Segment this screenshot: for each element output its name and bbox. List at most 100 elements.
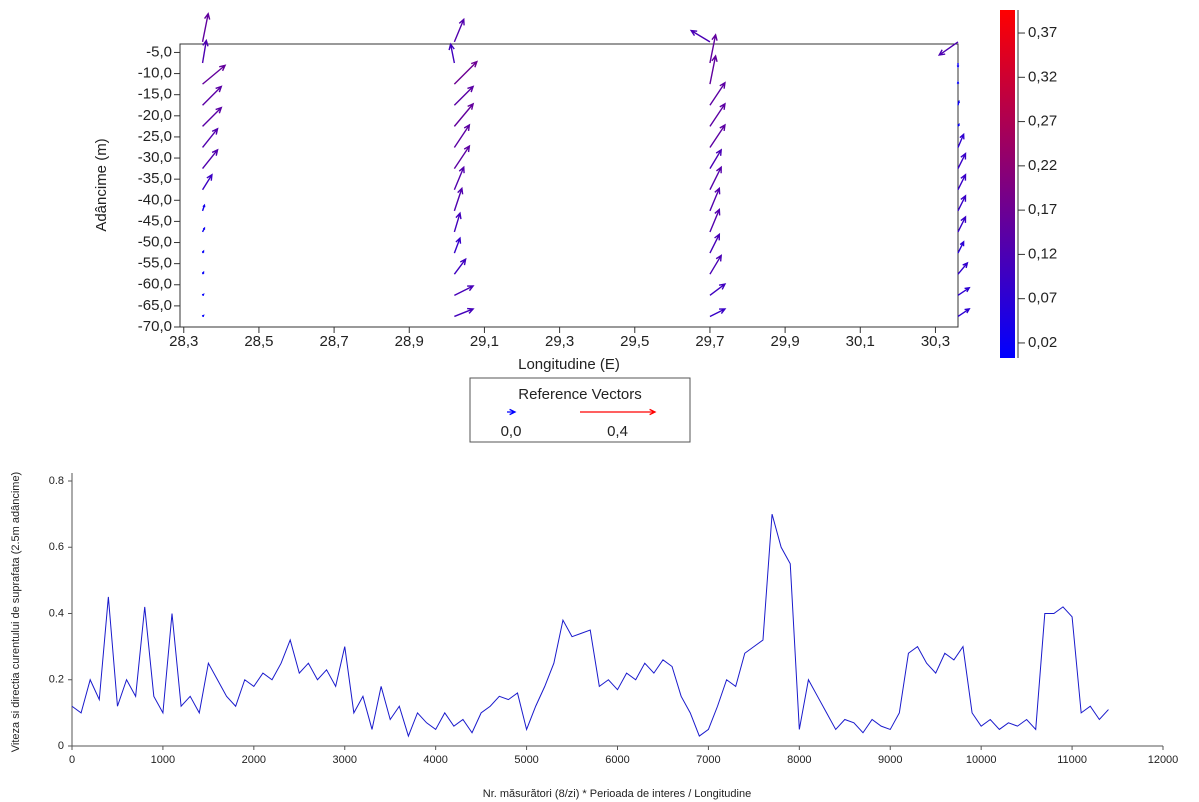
- legend-label: 0,0: [501, 423, 522, 440]
- colorbar: [1000, 10, 1015, 358]
- x-tick-label: 28,9: [395, 333, 424, 350]
- x-tick-label: 10000: [966, 754, 997, 766]
- vector-arrow: [202, 148, 219, 170]
- data-line: [71, 513, 1109, 738]
- x-axis-label: Nr. măsurători (8/zi) * Perioada de inte…: [483, 788, 751, 800]
- vector-arrow: [957, 286, 971, 296]
- y-tick-label: 0.4: [49, 607, 64, 619]
- vector-arrow: [201, 270, 205, 275]
- vector-arrow: [453, 17, 465, 43]
- y-tick-label: -30,0: [138, 149, 172, 166]
- vector-arrow: [957, 194, 967, 212]
- vector-arrow: [201, 38, 209, 64]
- vector-arrow: [956, 80, 960, 85]
- vector-arrow: [453, 211, 462, 233]
- vector-arrow: [956, 63, 960, 69]
- x-tick-label: 0: [69, 754, 75, 766]
- colorbar-tick-label: 0,22: [1028, 157, 1057, 174]
- legend-title: Reference Vectors: [518, 386, 641, 403]
- reference-vector: [580, 408, 657, 416]
- x-tick-label: 8000: [787, 754, 811, 766]
- x-axis-label: Longitudine (E): [518, 356, 620, 373]
- colorbar-tick-label: 0,02: [1028, 334, 1057, 351]
- vector-arrow: [453, 257, 467, 275]
- y-tick-label: -20,0: [138, 107, 172, 124]
- vector-arrow: [201, 173, 213, 191]
- vector-arrow: [453, 85, 475, 106]
- vector-arrow: [453, 60, 479, 85]
- y-tick-label: -65,0: [138, 297, 172, 314]
- colorbar-tick-label: 0,37: [1028, 24, 1057, 41]
- y-tick-label: 0.8: [49, 475, 64, 487]
- x-tick-label: 30,1: [846, 333, 875, 350]
- colorbar-tick-label: 0,32: [1028, 68, 1057, 85]
- vector-arrow: [709, 148, 723, 169]
- vector-arrow: [709, 283, 727, 296]
- vector-arrow: [709, 33, 718, 64]
- vector-arrow: [709, 102, 726, 127]
- x-tick-label: 29,7: [695, 333, 724, 350]
- y-tick-label: -40,0: [138, 191, 172, 208]
- x-tick-label: 29,1: [470, 333, 499, 350]
- y-tick-label: -15,0: [138, 86, 172, 103]
- y-tick-label: 0: [58, 740, 64, 752]
- colorbar-tick-label: 0,12: [1028, 245, 1057, 262]
- vector-arrow: [709, 54, 718, 85]
- x-tick-label: 1000: [151, 754, 175, 766]
- vector-arrow: [709, 81, 726, 106]
- vector-arrow: [709, 254, 723, 275]
- vector-arrow: [709, 207, 721, 233]
- x-tick-label: 5000: [514, 754, 538, 766]
- vector-arrow: [453, 165, 465, 190]
- vector-arrow: [202, 127, 219, 148]
- vector-arrow: [453, 186, 464, 212]
- vector-arrow: [201, 12, 211, 43]
- vector-arrow: [957, 215, 967, 233]
- vector-arrow: [448, 42, 456, 64]
- x-tick-label: 29,3: [545, 333, 574, 350]
- y-tick-label: -70,0: [138, 318, 172, 335]
- x-tick-label: 7000: [696, 754, 720, 766]
- vector-arrow: [957, 308, 971, 318]
- x-tick-label: 28,5: [244, 333, 273, 350]
- y-axis-label: Viteza si directia curentului de suprafa…: [10, 472, 22, 752]
- colorbar-tick-label: 0,17: [1028, 201, 1057, 218]
- reference-vector: [507, 408, 517, 416]
- vector-arrow: [957, 99, 960, 106]
- vector-arrow: [957, 132, 965, 148]
- vector-arrow: [957, 240, 965, 254]
- vector-arrow: [453, 236, 462, 254]
- bottom-chart: Nr. măsurători (8/zi) * Perioada de inte…: [10, 472, 1178, 800]
- vector-arrow: [689, 29, 711, 43]
- legend-label: 0,4: [607, 423, 628, 440]
- x-tick-label: 29,5: [620, 333, 649, 350]
- y-axis-label: Adâncime (m): [93, 138, 110, 231]
- x-tick-label: 29,9: [771, 333, 800, 350]
- vector-arrow: [709, 308, 727, 318]
- x-tick-label: 11000: [1057, 754, 1087, 766]
- x-tick-label: 2000: [242, 754, 266, 766]
- vector-arrow: [201, 203, 206, 212]
- plot-frame: [179, 43, 959, 328]
- colorbar-tick-label: 0,07: [1028, 290, 1057, 307]
- colorbar-tick-label: 0,27: [1028, 113, 1057, 130]
- top-chart: Longitudine (E) Adâncime (m) Reference V…: [93, 10, 1057, 443]
- vector-arrow: [454, 307, 475, 318]
- vector-arrow: [957, 173, 967, 191]
- vector-arrow: [709, 232, 721, 254]
- y-tick-label: -25,0: [138, 128, 172, 145]
- vector-arrow: [957, 152, 967, 169]
- y-tick-label: -45,0: [138, 212, 172, 229]
- x-tick-label: 28,7: [319, 333, 348, 350]
- vector-arrow: [957, 261, 969, 275]
- y-tick-label: -50,0: [138, 233, 172, 250]
- vector-arrow: [202, 85, 223, 106]
- vector-arrow: [453, 144, 471, 169]
- y-tick-label: 0.6: [49, 541, 64, 553]
- x-tick-label: 4000: [423, 754, 447, 766]
- vector-arrow: [709, 123, 726, 148]
- legend-box: [469, 377, 691, 443]
- x-tick-label: 9000: [878, 754, 902, 766]
- vector-arrow: [202, 106, 223, 127]
